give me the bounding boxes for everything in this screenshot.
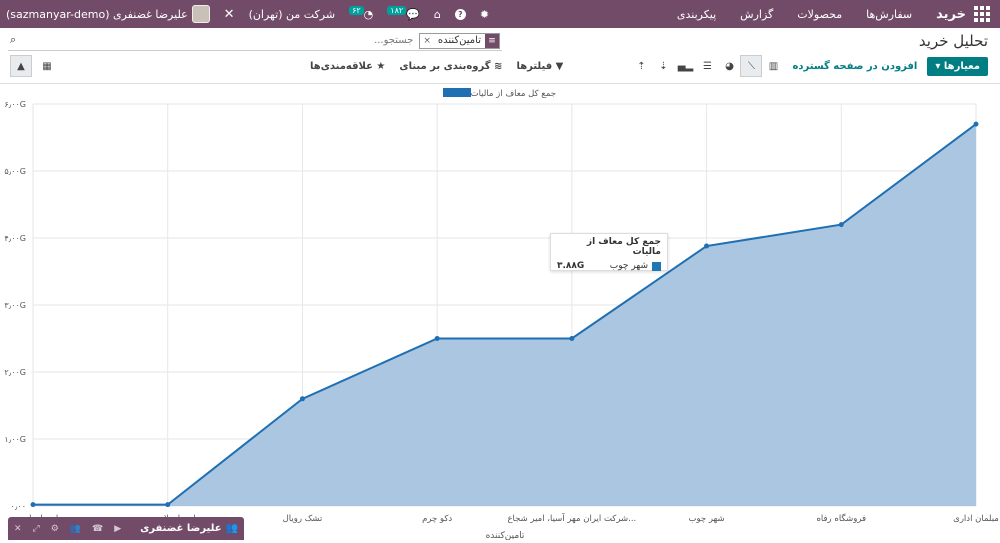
measures-label: معیارها <box>943 60 980 72</box>
x-tick-label: دکو چرم <box>422 514 452 524</box>
search-icon[interactable]: ⌕ <box>10 33 17 46</box>
help-icon[interactable]: ? <box>454 8 466 20</box>
series-area <box>33 124 976 506</box>
favorites-button[interactable]: ★ علاقه‌مندی‌ها <box>310 60 386 72</box>
search-options: ▼ فیلترها ≋ گروه‌بندی بر مبنای ★ علاقه‌م… <box>296 54 563 78</box>
chat-name: علیرضا غضنفری <box>140 523 222 534</box>
legend-swatch <box>443 88 471 97</box>
menu-reporting[interactable]: گزارش <box>740 7 774 21</box>
x-tick-label: فروشگاه رفاه <box>816 513 866 524</box>
favorites-label: علاقه‌مندی‌ها <box>310 60 373 72</box>
expand-icon[interactable]: ⤢ <box>32 523 40 534</box>
remove-facet-icon[interactable]: × <box>423 35 431 46</box>
facet-label: تامین‌کننده <box>437 35 481 46</box>
measures-button[interactable]: معیارها ▾ <box>927 56 988 76</box>
activity-badge: ۶۲ <box>349 5 364 15</box>
chat-window-bar[interactable]: 👥 علیرضا غضنفری ✕ ⤢ ⚙ 👥 ☎ ▶ <box>8 517 244 540</box>
y-tick-label: ۰٫۰۰ <box>11 502 27 511</box>
sort-descending-icon[interactable]: ⇣ <box>659 60 668 72</box>
data-point <box>838 222 844 228</box>
video-icon[interactable]: ▶ <box>114 523 122 534</box>
messages-badge: ۱۸۲ <box>387 5 407 15</box>
y-tick-label: ۲٫۰۰G <box>4 368 26 377</box>
filters-button[interactable]: ▼ فیلترها <box>516 60 564 72</box>
phone-icon[interactable]: ☎ <box>92 523 104 534</box>
y-tick-label: ۳٫۰۰G <box>4 301 26 310</box>
data-point <box>704 243 710 249</box>
app-brand[interactable]: خرید <box>936 6 966 22</box>
close-icon[interactable]: ✕ <box>14 523 22 534</box>
user-name: علیرضا غضنفری (sazmanyar-demo) <box>6 7 188 21</box>
database-icon[interactable]: ☰ <box>703 60 712 72</box>
avatar <box>191 5 210 23</box>
messages-icon[interactable]: 💬۱۸۲ <box>387 5 420 21</box>
layers-icon: ≡ <box>485 33 499 48</box>
tooltip-title: جمع کل معاف از مالیات <box>586 237 661 257</box>
x-tick-label: مبلمان اداری <box>953 514 999 524</box>
stacked-icon[interactable]: ▂▄ <box>677 60 694 72</box>
y-tick-label: ۴٫۰۰G <box>4 234 26 243</box>
data-point <box>434 336 440 341</box>
tooltip-label: شهر چوب <box>609 261 648 271</box>
bank-icon[interactable]: ⌂ <box>433 7 441 21</box>
data-point <box>299 396 305 402</box>
chart-tooltip: جمع کل معاف از مالیات شهر چوب ۳.۸۸G <box>550 233 668 271</box>
x-tick-label: تشک رویال <box>283 514 323 524</box>
tooltip-value: ۳.۸۸G <box>557 261 585 271</box>
search-input[interactable]: جستجو... <box>374 35 414 46</box>
x-axis-title: تامین‌کننده <box>486 531 525 540</box>
y-tick-label: ۱٫۰۰G <box>4 435 26 444</box>
area-chart: ۰٫۰۰ ۱٫۰۰G ۲٫۰۰G ۳٫۰۰G ۴٫۰۰G ۵٫۰۰G ۶٫۰۰G مبلمان… <box>4 88 999 541</box>
filters-label: فیلترها <box>516 60 553 72</box>
menu-orders[interactable]: سفارش‌ها <box>866 7 913 21</box>
menu-configuration[interactable]: پیکربندی <box>676 7 717 21</box>
x-tick-label: شرکت ایران مهر آسیا، امیر شجاع... <box>507 512 636 524</box>
graph-view: ۰٫۰۰ ۱٫۰۰G ۲٫۰۰G ۳٫۰۰G ۴٫۰۰G ۵٫۰۰G ۶٫۰۰G مبلمان… <box>0 84 1000 541</box>
y-tick-label: ۶٫۰۰G <box>4 100 26 109</box>
insert-spreadsheet-button[interactable]: افزودن در صفحه گسترده <box>792 60 918 72</box>
data-point <box>165 502 171 508</box>
view-controls: معیارها ▾ افزودن در صفحه گسترده ▥ ⟋ ◕ ☰ … <box>630 54 988 78</box>
settings-tools-icon[interactable]: ✕ <box>223 6 235 22</box>
graph-view-icon[interactable]: ▲ <box>10 55 32 77</box>
pivot-view-icon[interactable]: ▦ <box>42 60 52 72</box>
legend-label: جمع کل معاف از مالیات <box>471 89 556 99</box>
page-title: تحلیل خرید <box>918 32 988 50</box>
add-users-icon[interactable]: 👥 <box>69 523 82 534</box>
bar-chart-icon[interactable]: ▥ <box>768 60 779 72</box>
groupby-button[interactable]: ≋ گروه‌بندی بر مبنای <box>399 60 503 72</box>
control-panel: تحلیل خرید ≡ تامین‌کننده × جستجو... ⌕ مع… <box>0 28 1000 84</box>
series-line <box>33 123 977 506</box>
user-menu[interactable]: علیرضا غضنفری (sazmanyar-demo) <box>6 5 210 23</box>
search-facet[interactable]: ≡ تامین‌کننده × <box>419 32 500 49</box>
tooltip-swatch <box>652 261 661 271</box>
debug-icon[interactable]: ✹ <box>479 7 490 21</box>
apps-menu-icon[interactable] <box>974 6 990 22</box>
view-switcher: ▦ ▲ <box>10 54 58 78</box>
groupby-label: گروه‌بندی بر مبنای <box>399 60 491 72</box>
users-icon: 👥 <box>225 523 238 534</box>
menu-products[interactable]: محصولات <box>797 7 843 21</box>
pie-chart-icon[interactable]: ◕ <box>725 60 734 72</box>
top-navbar: خرید سفارش‌ها محصولات گزارش پیکربندی ✹ ?… <box>0 0 1000 28</box>
data-point <box>30 502 36 508</box>
sort-ascending-icon[interactable]: ⇡ <box>637 60 646 72</box>
data-point <box>973 121 979 127</box>
data-point <box>569 336 575 341</box>
activity-icon[interactable]: ◔۶۲ <box>349 5 373 21</box>
gear-icon[interactable]: ⚙ <box>50 523 59 534</box>
search-bar[interactable]: ≡ تامین‌کننده × جستجو... ⌕ <box>8 31 502 51</box>
y-tick-label: ۵٫۰۰G <box>4 167 26 176</box>
line-chart-icon[interactable]: ⟋ <box>740 55 763 77</box>
company-switcher[interactable]: شرکت من (تهران) <box>248 7 336 21</box>
x-tick-label: شهر چوب <box>689 514 725 524</box>
